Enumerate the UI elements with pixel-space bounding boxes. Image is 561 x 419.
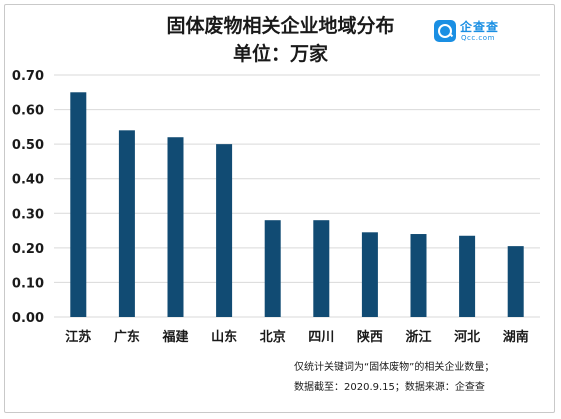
- x-tick-label: 江苏: [65, 329, 91, 345]
- x-tick-label: 四川: [308, 330, 334, 345]
- footnote-scope: 仅统计关键词为“固体废物”的相关企业数量；: [294, 362, 495, 373]
- bar-四川: [313, 220, 330, 317]
- bar-河北: [459, 235, 476, 317]
- y-tick-label: 0.00: [12, 311, 44, 326]
- y-tick-label: 0.60: [12, 104, 44, 119]
- bars: [70, 92, 524, 318]
- x-tick-label: 福建: [161, 329, 188, 345]
- bar-陕西: [361, 232, 378, 317]
- bar-福建: [167, 137, 184, 317]
- x-tick-label: 山东: [211, 329, 237, 345]
- y-tick-label: 0.70: [12, 69, 44, 84]
- y-axis-ticks: 0.00 0.10 0.20 0.30 0.40 0.50 0.60 0.70: [12, 69, 44, 326]
- bar-山东: [216, 144, 233, 317]
- bar-湖南: [507, 246, 524, 317]
- y-tick-label: 0.40: [12, 173, 44, 188]
- logo-domain: Qcc.com: [461, 34, 495, 42]
- footnote-source: 数据截至：2020.9.15；数据来源：企查查: [294, 382, 485, 393]
- logo-name: 企查查: [460, 20, 500, 34]
- x-axis-ticks: 江苏 广东 福建 山东 北京 四川 陕西 浙江 河北 湖南: [65, 329, 528, 345]
- bar-北京: [264, 220, 281, 317]
- bar-江苏: [70, 92, 87, 318]
- magnifier-icon: [434, 20, 456, 42]
- x-tick-label: 河北: [454, 329, 480, 345]
- bar-广东: [118, 130, 135, 317]
- x-tick-label: 湖南: [503, 329, 529, 345]
- chart-subtitle: 单位：万家: [232, 43, 328, 65]
- bar-浙江: [410, 234, 427, 317]
- x-tick-label: 广东: [114, 329, 140, 345]
- chart-card: [4, 4, 555, 413]
- y-tick-label: 0.20: [12, 242, 44, 257]
- gridlines: [54, 74, 540, 318]
- x-tick-label: 陕西: [357, 329, 383, 345]
- y-tick-label: 0.10: [12, 276, 44, 291]
- y-tick-label: 0.50: [12, 138, 44, 153]
- qichacha-logo: 企查查 Qcc.com: [434, 20, 504, 46]
- x-tick-label: 浙江: [405, 329, 431, 345]
- chart-title: 固体废物相关企业地域分布: [166, 15, 395, 37]
- x-tick-label: 北京: [260, 329, 286, 345]
- y-tick-label: 0.30: [12, 207, 44, 222]
